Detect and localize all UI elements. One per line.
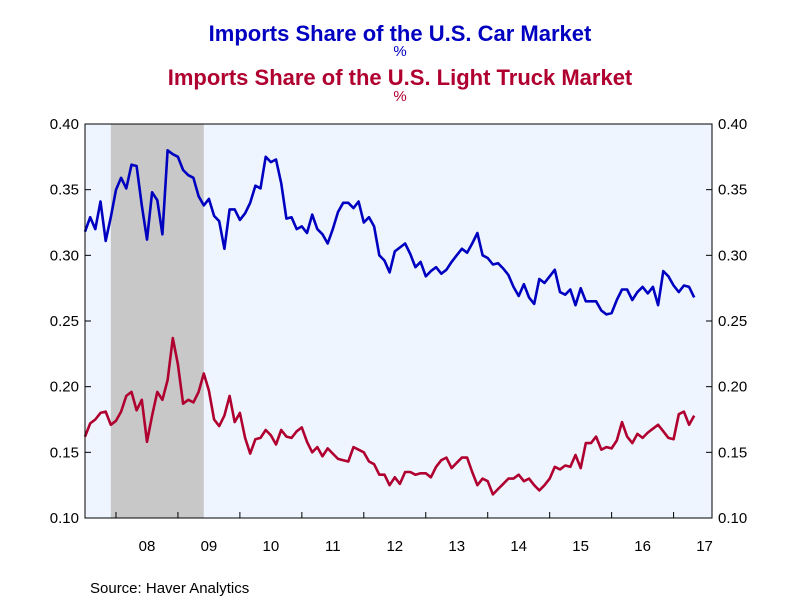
chart-subtitle-unit: % (393, 88, 406, 105)
x-tick-label: 11 (325, 538, 341, 555)
x-tick-label: 08 (139, 538, 156, 555)
chart-subtitle: Imports Share of the U.S. Light Truck Ma… (168, 65, 633, 90)
series-line-1 (83, 149, 696, 316)
x-axis: 08 09 10 11 12 13 14 15 16 17 (115, 512, 713, 555)
y-tick-label-left: 0.35 (50, 182, 79, 199)
y-tick-label-left: 0.30 (50, 247, 79, 264)
y-tick-label-right: 0.35 (718, 182, 747, 199)
y-tick-label-right: 0.25 (718, 313, 747, 330)
x-tick-label: 12 (386, 538, 403, 555)
y-tick-label-left: 0.40 (50, 116, 79, 133)
x-tick-label: 14 (510, 538, 527, 555)
y-tick-label-right: 0.20 (718, 379, 747, 396)
x-tick-label: 17 (696, 538, 713, 555)
y-tick-label-right: 0.40 (718, 116, 747, 133)
chart-title: Imports Share of the U.S. Car Market (209, 21, 592, 46)
y-axis-left: 0.10 0.15 0.20 0.25 0.30 0.35 0.40 (50, 116, 91, 527)
y-tick-label-left: 0.10 (50, 510, 79, 527)
series-line-2 (83, 336, 696, 496)
x-tick-label: 10 (263, 538, 280, 555)
x-tick-label: 09 (201, 538, 218, 555)
y-axis-right: 0.10 0.15 0.20 0.25 0.30 0.35 0.40 (706, 116, 747, 527)
source-note: Source: Haver Analytics (90, 580, 249, 597)
y-tick-label-right: 0.15 (718, 444, 747, 461)
y-tick-label-left: 0.25 (50, 313, 79, 330)
y-tick-label-left: 0.20 (50, 379, 79, 396)
chart-title-unit: % (393, 43, 406, 60)
x-tick-label: 13 (448, 538, 465, 555)
y-tick-label-right: 0.30 (718, 247, 747, 264)
y-tick-label-left: 0.15 (50, 444, 79, 461)
x-tick-label: 15 (572, 538, 589, 555)
x-tick-label: 16 (634, 538, 651, 555)
y-tick-label-right: 0.10 (718, 510, 747, 527)
series-lines (83, 149, 696, 496)
